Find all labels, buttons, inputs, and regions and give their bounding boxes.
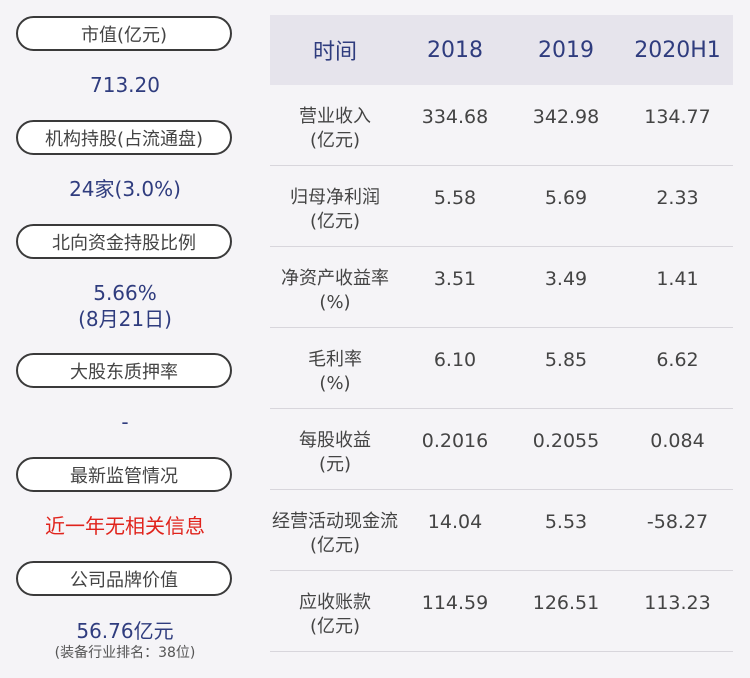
row-label: 营业收入 (亿元) [299, 106, 371, 151]
row-label: 归母净利润 (亿元) [290, 187, 380, 232]
row-label: 经营活动现金流 (亿元) [272, 511, 398, 556]
cell: 6.62 [656, 349, 699, 371]
northbound-label: 北向资金持股比例 [16, 224, 232, 259]
row-label: 毛利率 (%) [308, 349, 362, 394]
financial-table: 时间 2018 2019 2020H1 营业收入 (亿元) 334.68 342.… [270, 15, 733, 652]
institution-holding-label: 机构持股(占流通盘) [16, 120, 232, 155]
cell: 134.77 [644, 106, 711, 128]
northbound-date: (8月21日) [78, 307, 172, 331]
cell: 342.98 [532, 106, 600, 128]
row-label: 每股收益 (元) [299, 430, 371, 475]
table-row: 净资产收益率 (%) 3.51 3.49 1.41 [270, 247, 733, 328]
cell: 126.51 [532, 592, 600, 614]
cell: 2.33 [656, 187, 699, 209]
cell: 3.49 [544, 268, 588, 290]
cell: 0.084 [650, 430, 705, 452]
cell: 0.2055 [532, 430, 600, 452]
cell: 5.85 [544, 349, 588, 371]
cell: 114.59 [421, 592, 489, 614]
northbound-percent: 5.66% [93, 281, 157, 305]
pledge-label: 大股东质押率 [16, 353, 232, 388]
cell: 5.69 [544, 187, 588, 209]
table-row: 营业收入 (亿元) 334.68 342.98 134.77 [270, 85, 733, 166]
header-2020h1: 2020H1 [634, 37, 721, 63]
cell: 334.68 [421, 106, 489, 128]
market-value: 713.20 [90, 73, 160, 97]
regulation-value: 近一年无相关信息 [45, 514, 205, 538]
cell: 14.04 [427, 511, 483, 533]
cell: 6.10 [433, 349, 477, 371]
brand-value-label: 公司品牌价值 [16, 561, 232, 596]
table-row: 每股收益 (元) 0.2016 0.2055 0.084 [270, 409, 733, 490]
row-label: 净资产收益率 (%) [281, 268, 389, 313]
regulation-label: 最新监管情况 [16, 457, 232, 492]
brand-amount: 56.76亿元 [76, 619, 174, 643]
cell: 113.23 [644, 592, 711, 614]
brand-value: 56.76亿元 (装备行业排名：38位) [0, 618, 250, 662]
header-2018: 2018 [427, 37, 483, 63]
cell: 1.41 [656, 268, 699, 290]
header-time: 时间 [312, 40, 357, 65]
market-value-label: 市值(亿元) [16, 16, 232, 51]
cell: 5.53 [544, 511, 588, 533]
table-row: 应收账款 (亿元) 114.59 126.51 113.23 [270, 571, 733, 652]
pledge-value: - [121, 410, 129, 434]
table-row: 经营活动现金流 (亿元) 14.04 5.53 -58.27 [270, 490, 733, 571]
table-row: 毛利率 (%) 6.10 5.85 6.62 [270, 328, 733, 409]
cell: 3.51 [433, 268, 477, 290]
row-label: 应收账款 (亿元) [299, 592, 371, 637]
northbound-value: 5.66% (8月21日) [0, 280, 250, 332]
institution-holding-value: 24家(3.0%) [69, 177, 181, 201]
cell: -58.27 [646, 511, 709, 533]
cell: 5.58 [433, 187, 477, 209]
header-2019: 2019 [538, 37, 594, 63]
table-header: 时间 2018 2019 2020H1 [270, 15, 733, 85]
table-row: 归母净利润 (亿元) 5.58 5.69 2.33 [270, 166, 733, 247]
cell: 0.2016 [421, 430, 489, 452]
brand-rank-note: (装备行业排名：38位) [54, 645, 196, 661]
